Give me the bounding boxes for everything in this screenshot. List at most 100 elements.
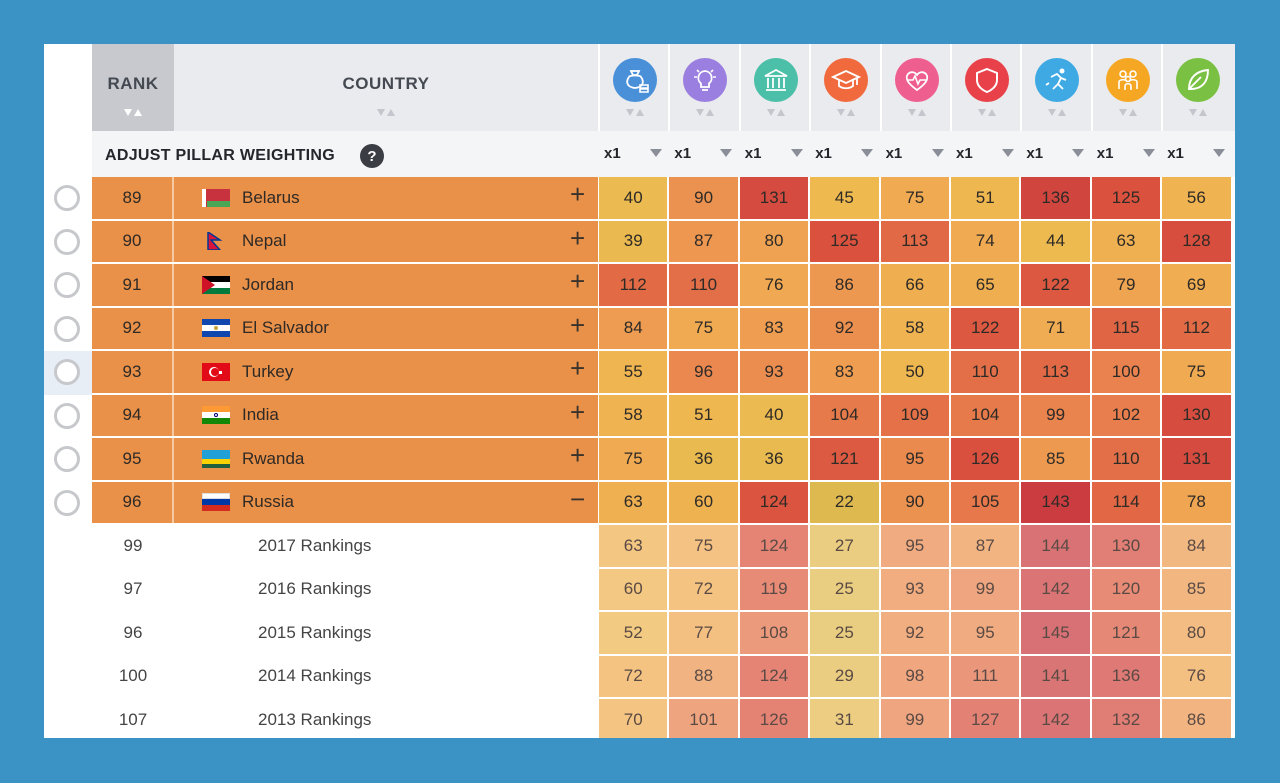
country-name[interactable]: Belarus <box>242 187 300 207</box>
history-score-cell: 132 <box>1091 699 1161 738</box>
weight-select[interactable]: x1 <box>1161 131 1231 177</box>
pillar-header[interactable] <box>1090 44 1162 131</box>
weight-select[interactable]: x1 <box>880 131 950 177</box>
running-person-icon[interactable] <box>1035 58 1080 102</box>
select-radio[interactable] <box>54 402 80 429</box>
pillar-header[interactable] <box>668 44 739 131</box>
expand-plus-icon[interactable]: + <box>570 353 586 383</box>
weight-select[interactable]: x1 <box>598 131 668 177</box>
expand-plus-icon[interactable]: + <box>570 309 586 340</box>
weight-select[interactable]: x1 <box>668 131 738 177</box>
sort-arrows-icon[interactable] <box>835 108 857 118</box>
country-name[interactable]: India <box>242 405 279 425</box>
country-name[interactable]: Turkey <box>242 361 294 381</box>
select-radio[interactable] <box>54 315 80 342</box>
expand-plus-icon[interactable]: + <box>570 222 586 253</box>
expand-plus-icon[interactable]: + <box>570 440 586 470</box>
history-score-cell: 124 <box>739 655 809 697</box>
weight-select[interactable]: x1 <box>739 131 809 177</box>
weight-select[interactable]: x1 <box>809 131 879 177</box>
sort-arrows-icon[interactable] <box>906 108 928 118</box>
score-cell: 114 <box>1091 481 1161 523</box>
table-row[interactable]: 89 Belarus + <box>92 177 598 219</box>
weight-value: x1 <box>1026 145 1044 162</box>
pillar-header[interactable] <box>950 44 1021 131</box>
pillar-header[interactable] <box>1161 44 1232 131</box>
expand-plus-icon[interactable]: + <box>570 179 586 209</box>
table-row[interactable]: 95 Rwanda + <box>92 438 598 480</box>
score-cell: 39 <box>599 220 668 262</box>
chevron-down-icon[interactable] <box>1002 149 1014 157</box>
score-cell: 51 <box>951 177 1020 219</box>
country-name[interactable]: Jordan <box>242 274 294 294</box>
sort-arrows-icon[interactable] <box>1046 108 1068 118</box>
country-header[interactable]: COUNTRY <box>174 44 598 131</box>
sort-arrows-icon[interactable] <box>976 108 998 118</box>
rank-value: 90 <box>92 220 174 262</box>
chevron-down-icon[interactable] <box>1213 149 1226 157</box>
country-name[interactable]: Rwanda <box>242 448 305 468</box>
score-cell: 93 <box>739 351 809 393</box>
rank-header[interactable]: RANK <box>92 44 174 131</box>
table-row[interactable]: 92 El Salvador + <box>92 307 598 349</box>
select-radio[interactable] <box>54 272 80 298</box>
country-name[interactable]: El Salvador <box>242 318 329 338</box>
sort-arrows-icon[interactable] <box>375 108 397 118</box>
select-radio[interactable] <box>54 185 80 211</box>
shield-icon[interactable] <box>965 58 1009 102</box>
chevron-down-icon[interactable] <box>931 149 944 157</box>
history-score-cell: 124 <box>739 525 809 567</box>
leaf-icon[interactable] <box>1176 58 1221 102</box>
sort-arrows-icon[interactable] <box>1117 108 1139 118</box>
table-row[interactable]: 94 India + <box>92 394 598 436</box>
country-name[interactable]: Nepal <box>242 231 287 251</box>
pillar-header[interactable] <box>1020 44 1091 131</box>
table-row[interactable]: 90 Nepal + <box>92 220 598 262</box>
pillar-header[interactable] <box>809 44 880 131</box>
select-radio[interactable] <box>54 359 80 385</box>
chevron-down-icon[interactable] <box>650 149 662 157</box>
country-name[interactable]: Russia <box>242 492 294 512</box>
chevron-down-icon[interactable] <box>790 149 803 157</box>
expand-plus-icon[interactable]: + <box>570 266 586 296</box>
weight-select[interactable]: x1 <box>950 131 1020 177</box>
heart-pulse-icon[interactable] <box>894 58 939 102</box>
weight-select[interactable]: x1 <box>1020 131 1090 177</box>
score-cell: 45 <box>810 177 879 219</box>
table-row[interactable]: 91 Jordan + <box>92 264 598 306</box>
sort-arrows-icon[interactable] <box>765 108 787 118</box>
bank-building-icon[interactable] <box>753 58 798 102</box>
pillar-header[interactable] <box>738 44 810 131</box>
score-cell: 63 <box>1091 220 1161 262</box>
rankings-table-panel: RANK COUNTRY ADJUST PILLAR WEIGHTING ? x… <box>44 44 1235 738</box>
expand-plus-icon[interactable]: + <box>570 396 586 427</box>
chevron-down-icon[interactable] <box>720 149 733 157</box>
history-score-cell: 108 <box>739 612 809 654</box>
help-icon[interactable]: ? <box>360 144 384 168</box>
table-row[interactable]: 96 Russia − <box>92 481 598 523</box>
graduation-cap-icon[interactable] <box>824 58 869 102</box>
pillar-header[interactable] <box>598 44 669 131</box>
select-radio[interactable] <box>54 446 80 472</box>
select-radio[interactable] <box>54 228 80 255</box>
weight-select[interactable]: x1 <box>1091 131 1161 177</box>
chevron-down-icon[interactable] <box>1072 149 1085 157</box>
sort-arrows-icon[interactable] <box>122 108 144 118</box>
pillar-header[interactable] <box>879 44 950 131</box>
chevron-down-icon[interactable] <box>861 149 874 157</box>
table-row[interactable]: 93 Turkey + <box>92 351 598 393</box>
money-bag-icon[interactable] <box>613 58 657 102</box>
history-score-cell: 95 <box>880 525 949 567</box>
sort-arrows-icon[interactable] <box>624 108 646 118</box>
score-cell: 66 <box>880 264 949 306</box>
collapse-minus-icon[interactable]: − <box>570 483 586 514</box>
history-score-cell: 70 <box>599 699 668 738</box>
chevron-down-icon[interactable] <box>1142 149 1155 157</box>
score-cell: 110 <box>951 351 1020 393</box>
lightbulb-icon[interactable] <box>683 58 728 102</box>
score-cell: 125 <box>1091 177 1161 219</box>
people-group-icon[interactable] <box>1105 58 1150 102</box>
sort-arrows-icon[interactable] <box>1187 108 1209 118</box>
select-radio[interactable] <box>54 489 80 516</box>
sort-arrows-icon[interactable] <box>694 108 716 118</box>
